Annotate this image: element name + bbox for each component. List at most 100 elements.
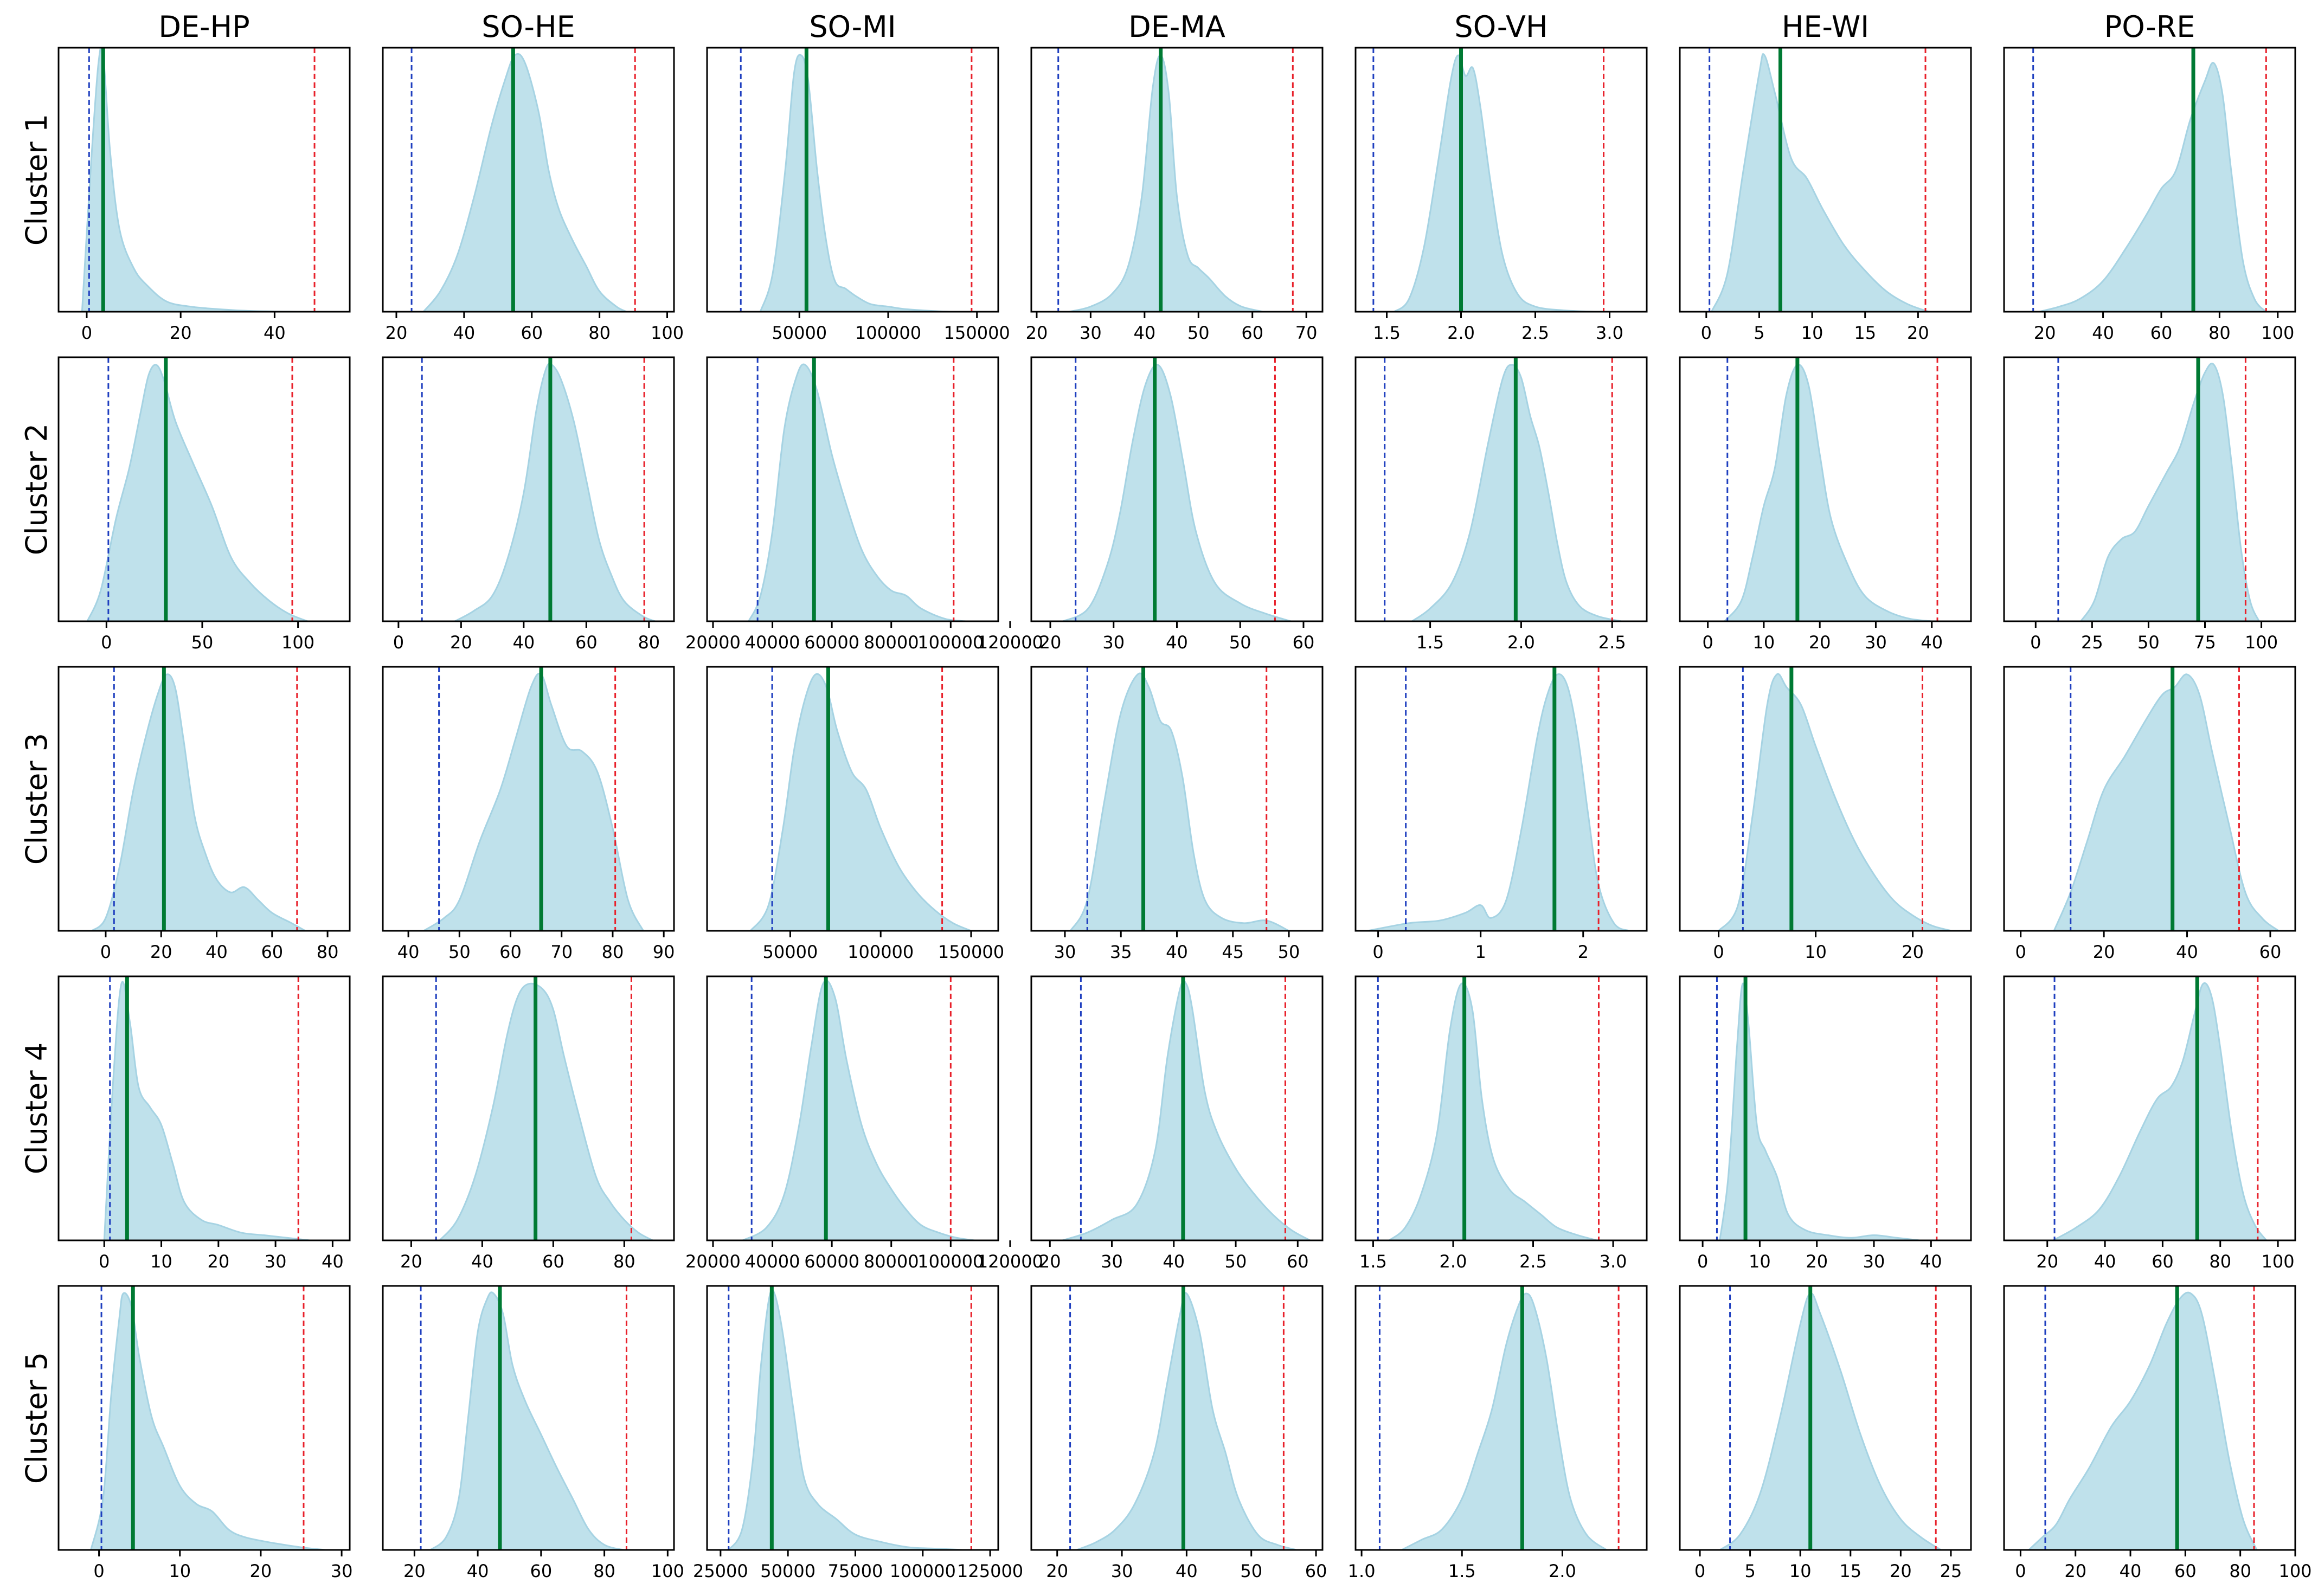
panel-frame	[1679, 47, 1972, 313]
panel-cluster-5-de-ma: 20 30 40 50 60	[1030, 1285, 1327, 1581]
column-title: SO-VH	[1454, 10, 1548, 44]
x-tick-label: 40	[1176, 1561, 1198, 1581]
panel-cluster-4-de-hp: 0 10 20 30 40	[57, 975, 351, 1272]
x-tick-label: 40	[1163, 1251, 1185, 1272]
panel-cluster-1-so-mi: 50000 100000 150000	[706, 47, 1010, 343]
x-tick-label: 60	[2259, 942, 2282, 962]
x-tick-label: 25	[2081, 632, 2103, 653]
panel-cluster-5-po-re: 0 20 40 60 80 100	[2003, 1285, 2312, 1581]
panel-cluster-4-de-ma: 20 30 40 50 60	[1030, 975, 1324, 1272]
x-tick-label: 25000	[693, 1561, 748, 1581]
x-tick-label: 1.5	[1416, 632, 1444, 653]
panel-frame	[1030, 1285, 1324, 1551]
x-tick-label: 0	[101, 632, 112, 653]
x-tick-label: 40000	[745, 1251, 800, 1272]
x-tick-label: 40	[2094, 1251, 2116, 1272]
x-tick-label: 20	[1809, 632, 1831, 653]
row-label: Cluster 3	[20, 733, 54, 865]
panel-frame	[1030, 975, 1324, 1241]
x-tick-label: 60	[575, 632, 598, 653]
x-tick-label: 30	[1111, 1561, 1133, 1581]
x-tick-label: 1.0	[1348, 1561, 1376, 1581]
x-tick-label: 50000	[763, 942, 818, 962]
x-tick-label: 50	[448, 942, 471, 962]
x-tick-label: 0	[1694, 1561, 1705, 1581]
x-tick-label: 1	[1475, 942, 1486, 962]
panel-cluster-1-po-re: 20 40 60 80 100	[2003, 47, 2296, 343]
panel-cluster-5-so-he: 20 40 60 80 100	[382, 1285, 684, 1581]
panel-cluster-2-de-ma: 20 30 40 50 60	[1030, 356, 1324, 653]
x-tick-label: 20	[250, 1561, 272, 1581]
x-tick-label: 20	[1806, 1251, 1828, 1272]
x-tick-label: 3.0	[1596, 323, 1623, 343]
panel-cluster-4-so-vh: 1.5 2.0 2.5 3.0	[1354, 975, 1648, 1272]
density-area	[438, 982, 653, 1240]
x-tick-label: 10	[1801, 323, 1823, 343]
x-tick-label: 20	[2093, 942, 2115, 962]
panel-frame	[57, 1285, 351, 1551]
x-tick-label: 80	[593, 1561, 615, 1581]
density-area	[2053, 673, 2280, 931]
x-tick-label: 20	[1026, 323, 1048, 343]
x-tick-label: 0	[1372, 942, 1383, 962]
density-area	[2051, 982, 2268, 1240]
panel-frame	[57, 666, 351, 932]
panel-frame	[1354, 47, 1648, 313]
x-tick-label: 75000	[828, 1561, 883, 1581]
row-label: Cluster 2	[20, 423, 54, 555]
panel-cluster-4-po-re: 20 40 60 80 100	[2003, 975, 2296, 1272]
panel-frame	[1679, 975, 1972, 1241]
x-tick-label: 20	[400, 1251, 422, 1272]
panel-cluster-2-he-wi: 0 10 20 30 40	[1679, 356, 1972, 653]
density-area	[422, 53, 627, 312]
panel-frame	[1679, 666, 1972, 932]
panel-cluster-1-de-ma: 20 30 40 50 60 70	[1026, 47, 1324, 343]
panel-frame	[2003, 975, 2296, 1241]
x-tick-label: 60	[261, 942, 283, 962]
x-tick-label: 40	[1921, 632, 1943, 653]
x-tick-label: 35	[1110, 942, 1132, 962]
x-tick-label: 15	[1854, 323, 1876, 343]
panel-cluster-4-so-he: 20 40 60 80	[382, 975, 675, 1272]
x-tick-label: 2.0	[1447, 323, 1475, 343]
x-tick-label: 100	[281, 632, 314, 653]
density-area	[1062, 980, 1311, 1240]
x-tick-label: 25	[1940, 1561, 1962, 1581]
x-tick-label: 45	[1222, 942, 1244, 962]
x-tick-label: 0	[2015, 1561, 2026, 1581]
x-tick-label: 10	[1789, 1561, 1812, 1581]
x-tick-label: 0	[2030, 632, 2041, 653]
density-area	[2039, 62, 2268, 312]
x-tick-label: 2.5	[1521, 323, 1549, 343]
x-tick-label: 10	[150, 1251, 172, 1272]
x-tick-label: 20	[450, 632, 472, 653]
x-tick-label: 40	[1166, 632, 1188, 653]
x-tick-label: 80	[317, 942, 339, 962]
x-tick-label: 70	[1295, 323, 1318, 343]
x-tick-label: 2.0	[1549, 1561, 1576, 1581]
x-tick-label: 40	[206, 942, 228, 962]
x-tick-label: 50	[2137, 632, 2160, 653]
x-tick-label: 70	[550, 942, 573, 962]
panel-frame	[382, 666, 675, 932]
x-tick-label: 100000	[917, 632, 984, 653]
panel-frame	[1354, 666, 1648, 932]
x-tick-label: 1.5	[1359, 1251, 1387, 1272]
panel-frame	[382, 356, 675, 622]
x-tick-label: 20	[1039, 632, 1062, 653]
x-tick-label: 60	[521, 323, 543, 343]
panel-cluster-1-so-he: 20 40 60 80 100	[382, 47, 684, 343]
x-tick-label: 20	[1046, 1561, 1068, 1581]
density-area	[1367, 673, 1630, 931]
x-tick-label: 3.0	[1600, 1251, 1627, 1272]
x-tick-label: 0	[1701, 323, 1712, 343]
x-tick-label: 100	[651, 323, 684, 343]
x-tick-label: 0	[93, 1561, 104, 1581]
x-tick-label: 80	[588, 323, 611, 343]
panel-cluster-2-po-re: 0 25 50 75 100	[2003, 356, 2296, 653]
x-tick-label: 0	[393, 632, 404, 653]
density-area	[91, 673, 307, 931]
density-area	[1062, 364, 1292, 621]
